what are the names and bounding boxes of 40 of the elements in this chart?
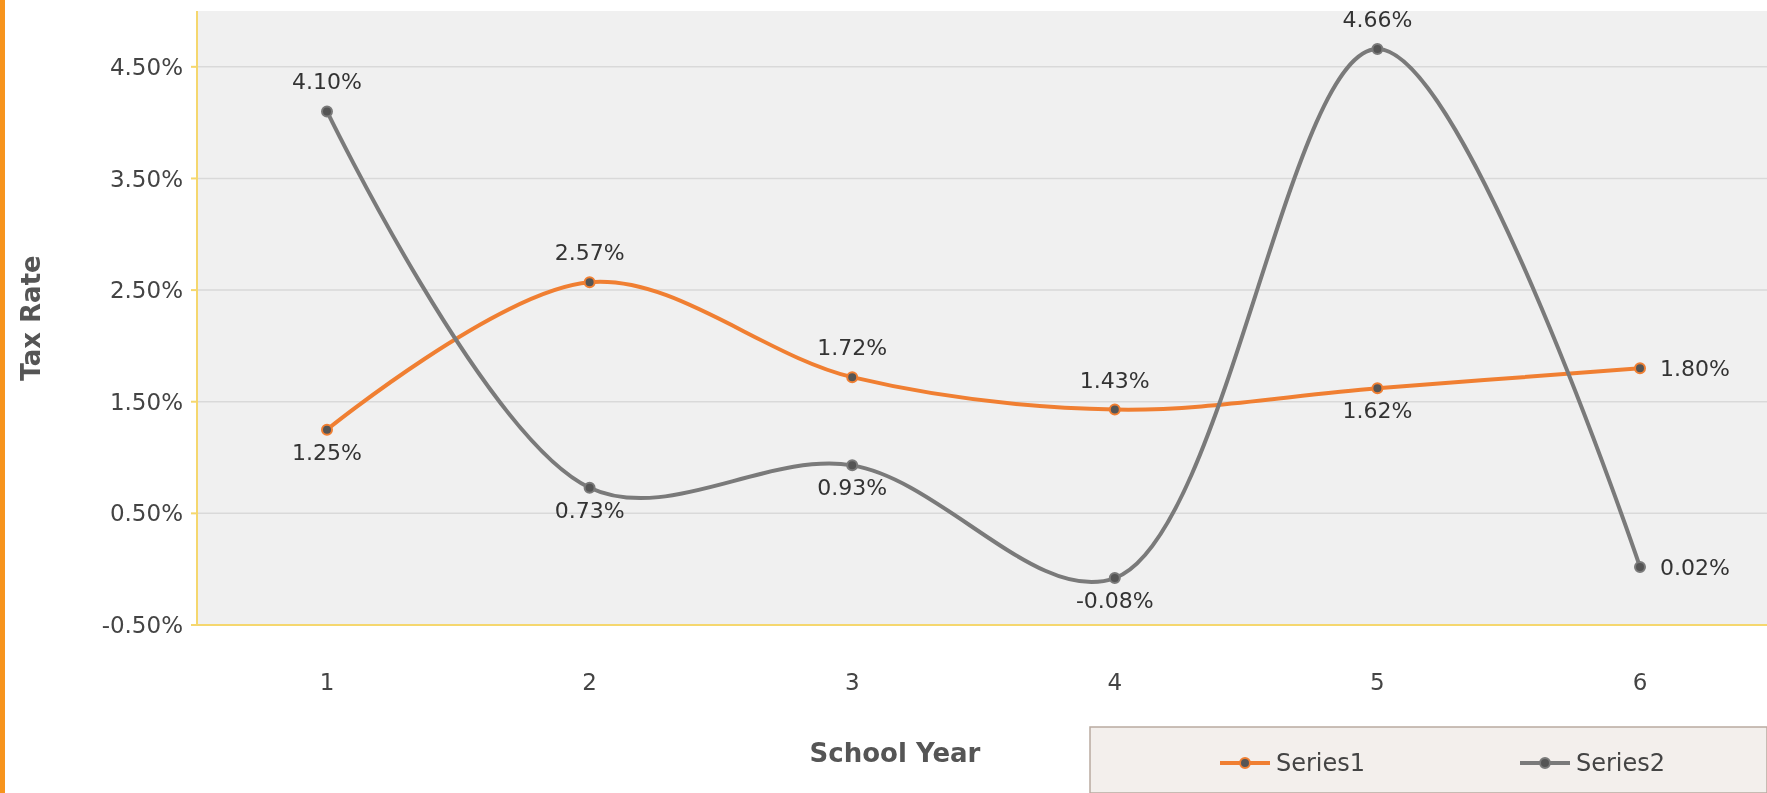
- point: [321, 423, 333, 436]
- y-tick-label: 4.50%: [109, 53, 183, 80]
- legend-label: Series1: [1276, 749, 1366, 778]
- data-label: 0.02%: [1660, 554, 1730, 580]
- data-label: 1.25%: [292, 439, 362, 465]
- point: [321, 105, 333, 118]
- data-label: 2.57%: [554, 240, 625, 266]
- x-tick-label: 6: [1632, 669, 1648, 695]
- y-tick-label: 1.50%: [109, 388, 183, 415]
- y-tick-label: 3.50%: [109, 165, 183, 192]
- point: [1108, 403, 1121, 416]
- point: [846, 459, 859, 472]
- point: [583, 276, 596, 289]
- data-label: 4.10%: [292, 69, 362, 95]
- point: [1371, 382, 1384, 395]
- x-tick-label: 3: [844, 669, 860, 695]
- y-tick-label: 2.50%: [109, 277, 183, 304]
- legend-label: Series2: [1576, 749, 1666, 778]
- x-axis-title: School Year: [809, 738, 981, 768]
- point: [846, 371, 859, 384]
- data-label: -0.08%: [1075, 588, 1154, 614]
- point: [1634, 362, 1646, 375]
- point: [1634, 560, 1646, 573]
- x-tick-label: 4: [1107, 669, 1123, 695]
- data-label: 1.72%: [817, 335, 888, 361]
- x-tick-label: 2: [582, 669, 597, 695]
- y-tick-label: 0.50%: [109, 500, 183, 527]
- data-label: 1.62%: [1342, 398, 1413, 424]
- y-tick-label: -0.50%: [101, 612, 183, 639]
- point: [1371, 42, 1384, 55]
- data-label: 1.80%: [1660, 356, 1730, 382]
- data-label: 1.43%: [1079, 367, 1150, 393]
- point: [1108, 572, 1121, 585]
- data-label: 0.93%: [817, 475, 888, 501]
- data-label: 0.73%: [554, 497, 625, 523]
- x-tick-label: 1: [319, 669, 335, 695]
- x-tick-label: 5: [1370, 669, 1385, 695]
- y-axis-title: Tax Rate: [16, 255, 46, 381]
- point: [583, 481, 596, 494]
- data-label: 4.66%: [1342, 6, 1413, 32]
